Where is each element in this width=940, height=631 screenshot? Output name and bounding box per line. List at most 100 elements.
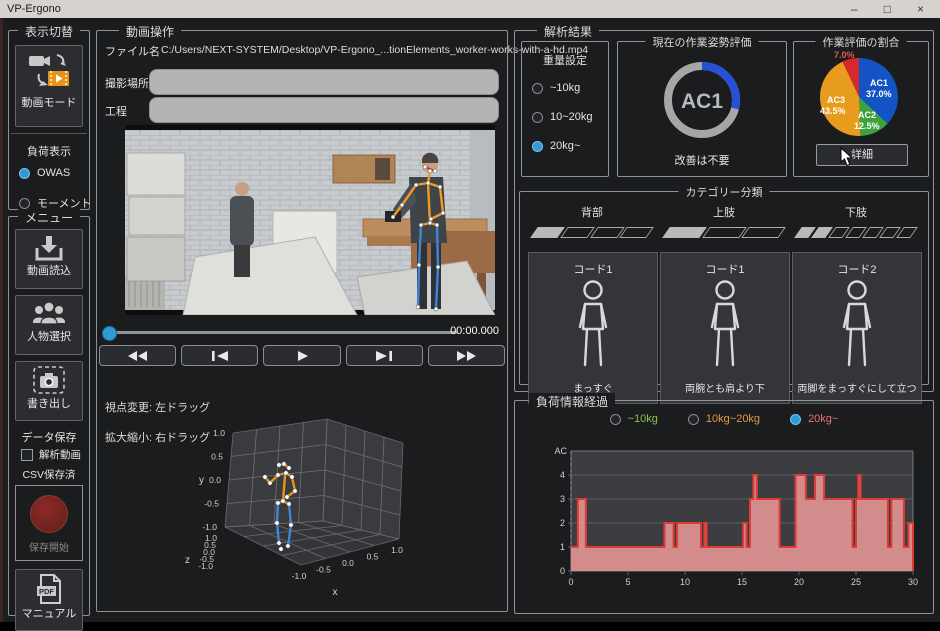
export-label: 書き出し — [27, 398, 71, 410]
manual-button[interactable]: PDF マニュアル — [15, 569, 83, 631]
card-caption: 両腕とも肩より下 — [685, 384, 765, 395]
radio-option[interactable]: 10kg~20kg — [687, 413, 760, 425]
skip-back-icon — [211, 350, 228, 361]
svg-text:1.0: 1.0 — [213, 428, 225, 438]
svg-text:-1.0: -1.0 — [202, 522, 217, 532]
svg-text:-1.0: -1.0 — [198, 561, 213, 571]
pie-label-ac2: AC2 — [858, 110, 877, 120]
radio-option[interactable]: OWAS — [19, 167, 92, 179]
svg-text:0: 0 — [568, 577, 573, 587]
location-input[interactable] — [149, 69, 499, 95]
card-caption: まっすぐ — [573, 384, 613, 395]
chart-ylabel: AC — [554, 446, 567, 456]
pie-label-ac1: AC1 — [870, 78, 889, 88]
svg-text:5: 5 — [625, 577, 630, 587]
svg-text:4: 4 — [560, 470, 565, 480]
person-outline-icon — [710, 280, 740, 367]
mouse-cursor — [840, 147, 854, 167]
radio-option[interactable]: 10~20kg — [532, 111, 593, 123]
play-button[interactable] — [263, 345, 341, 366]
svg-text:-0.5: -0.5 — [199, 554, 214, 564]
load-video-button[interactable]: 動画読込 — [15, 229, 83, 289]
radio-label: ~10kg — [627, 413, 658, 425]
time-display: 00:00.000 — [450, 325, 499, 337]
maximize-button[interactable]: □ — [883, 2, 891, 16]
export-button[interactable]: 書き出し — [15, 361, 83, 421]
radio-option[interactable]: ~10kg — [532, 82, 593, 94]
weight-radiogroup: ~10kg 10~20kg 20kg~ — [532, 82, 593, 152]
radio-circle-icon — [687, 413, 699, 425]
radio-label: OWAS — [37, 167, 71, 179]
category-segbar — [660, 227, 788, 238]
next-frame-button[interactable] — [345, 345, 423, 366]
radio-label: 10~20kg — [550, 111, 593, 123]
fast-forward-button[interactable] — [427, 345, 506, 366]
analysis-video-checkbox[interactable] — [21, 448, 33, 461]
svg-text:-0.5: -0.5 — [204, 499, 219, 509]
svg-text:0.0: 0.0 — [342, 558, 354, 568]
svg-text:30: 30 — [908, 577, 918, 587]
category-segment — [741, 227, 786, 238]
category-segbar — [792, 227, 920, 238]
radio-option[interactable]: 20kg~ — [532, 140, 593, 152]
pie-label-other: 7.0% — [834, 50, 855, 60]
pie-pct-ac1: 37.0% — [866, 89, 892, 99]
svg-text:1: 1 — [560, 542, 565, 552]
ac-gauge-value: AC1 — [681, 90, 723, 113]
category-segment — [559, 227, 595, 238]
person-select-button[interactable]: 人物選択 — [15, 295, 83, 355]
current-evaluation-title: 現在の作業姿勢評価 — [645, 34, 759, 50]
radio-option[interactable]: 20kg~ — [790, 413, 838, 425]
svg-text:0.0: 0.0 — [203, 547, 215, 557]
category-segbar — [528, 227, 656, 238]
category-segment — [530, 227, 565, 238]
svg-text:2: 2 — [560, 518, 565, 528]
radio-circle-icon — [19, 167, 30, 179]
category-card: コード2 両脚をまっすぐにして立つ — [792, 252, 922, 404]
radio-option[interactable]: モーメント — [19, 195, 92, 211]
analysis-result-group: 解析結果 重量設定 ~10kg 10~20kg 20kg~ 現在の作業姿勢評価 AC… — [514, 23, 934, 404]
pie-pct-ac2: 12.5% — [854, 121, 880, 131]
rewind-icon — [127, 350, 147, 361]
window-title: VP-Ergono — [7, 3, 61, 15]
close-button[interactable]: × — [916, 2, 924, 16]
weight-setting-panel: 重量設定 ~10kg 10~20kg 20kg~ — [521, 41, 609, 177]
record-circle-icon — [30, 495, 68, 533]
people-icon — [33, 301, 65, 325]
category-column-upper: 上肢 コード1 両腕とも肩より下 — [660, 204, 790, 404]
pose-3d-plot[interactable]: 1.00.50.0-0.5-1.01.00.50.0-0.5-1.0-1.0-0… — [175, 403, 455, 608]
previous-frame-button[interactable] — [181, 345, 259, 366]
pie-label-ac3: AC3 — [827, 95, 846, 105]
pdf-badge-text: PDF — [39, 587, 54, 596]
data-save-label: データ保存 — [21, 432, 77, 444]
svg-text:0: 0 — [560, 566, 565, 576]
minimize-button[interactable]: – — [851, 2, 858, 16]
radio-label: 20kg~ — [808, 413, 839, 425]
play-icon — [298, 350, 308, 361]
seek-bar[interactable] — [109, 331, 457, 334]
process-input[interactable] — [149, 97, 499, 123]
code-title: コード1 — [573, 264, 613, 276]
category-classification-panel: カテゴリー分類 背部 コード1 まっすぐ — [519, 184, 929, 404]
svg-text:z: z — [185, 555, 190, 566]
category-column-lower: 下肢 コード2 両脚をまっすぐにして立つ — [792, 204, 922, 404]
record-button[interactable]: 保存開始 — [15, 485, 83, 561]
code-title: コード1 — [705, 264, 745, 276]
load-history-chart: AC 0 1 2 3 4 0 5 10 15 20 25 30 — [554, 446, 918, 587]
fast-forward-icon — [457, 350, 477, 361]
video-mode-label: 動画モード — [21, 97, 77, 109]
rewind-button[interactable] — [99, 345, 177, 366]
category-column-back: 背部 コード1 まっすぐ — [528, 204, 658, 404]
left-person — [230, 182, 254, 277]
svg-text:20: 20 — [794, 577, 804, 587]
category-segment — [619, 227, 654, 238]
menu-group: メニュー 動画読込 人物選択 — [8, 209, 90, 631]
analysis-result-title: 解析結果 — [537, 23, 600, 40]
category-segment — [662, 227, 707, 238]
seek-handle[interactable] — [102, 326, 117, 341]
category-header: 背部 — [581, 207, 603, 219]
detail-button[interactable]: 詳細 — [816, 144, 908, 166]
video-mode-button[interactable]: 動画モード — [15, 45, 83, 127]
file-name-label: ファイル名 — [105, 46, 160, 58]
radio-option[interactable]: ~10kg — [609, 413, 658, 425]
